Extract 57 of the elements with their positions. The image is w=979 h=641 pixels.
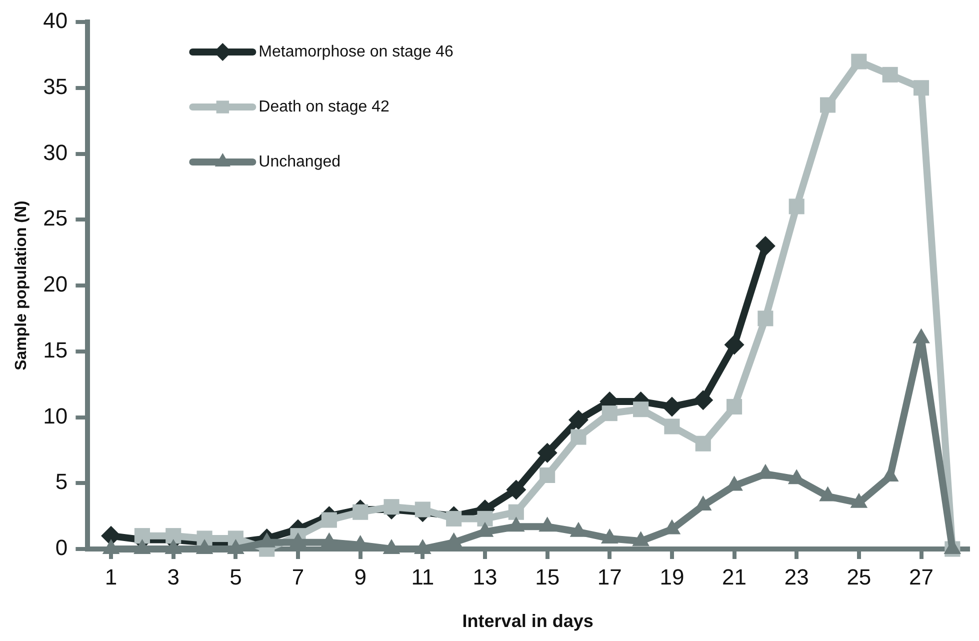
x-tick-label: 11 — [411, 564, 434, 590]
point — [166, 528, 182, 544]
point — [726, 398, 742, 414]
point — [414, 502, 430, 518]
point — [788, 198, 804, 214]
y-axis-title: Sample population (N) — [13, 200, 30, 370]
point — [134, 528, 150, 544]
point — [755, 236, 776, 256]
x-tick-label: 5 — [230, 564, 242, 590]
point — [758, 310, 774, 326]
point — [820, 97, 836, 113]
x-tick-label: 3 — [167, 564, 180, 590]
y-tick-label: 30 — [43, 140, 68, 165]
legend-label: Metamorphose on stage 46 — [258, 43, 454, 60]
point — [537, 442, 558, 463]
x-tick-label: 9 — [354, 564, 366, 590]
point — [506, 480, 526, 500]
y-tick-label: 35 — [43, 74, 68, 99]
x-tick-label: 23 — [784, 564, 809, 590]
x-tick-label: 13 — [472, 564, 498, 590]
y-tick-label: 15 — [43, 337, 68, 362]
point — [602, 406, 618, 422]
point — [570, 429, 586, 445]
point — [882, 66, 898, 82]
point — [508, 504, 524, 520]
point — [693, 390, 714, 410]
x-tick-label: 21 — [722, 564, 747, 590]
legend-label: Unchanged — [258, 153, 341, 170]
point — [352, 504, 368, 520]
legend-label: Death on stage 42 — [258, 98, 390, 116]
x-tick-label: 19 — [660, 564, 684, 590]
y-tick-label: 40 — [43, 8, 68, 34]
y-tick-label: 5 — [55, 469, 68, 494]
point — [664, 418, 680, 434]
point — [477, 510, 493, 526]
y-tick-label: 0 — [55, 535, 68, 560]
point — [633, 402, 649, 418]
x-tick-label: 15 — [535, 564, 560, 590]
y-tick-label: 10 — [43, 403, 68, 428]
x-tick-label: 17 — [597, 564, 622, 590]
point — [695, 436, 711, 452]
point — [321, 512, 337, 528]
y-tick-label: 25 — [43, 206, 68, 231]
point — [540, 467, 556, 483]
point — [384, 499, 400, 515]
x-tick-label: 1 — [104, 564, 118, 590]
point — [851, 54, 867, 70]
point — [446, 510, 462, 526]
x-tick-label: 7 — [292, 564, 304, 590]
x-tick-label: 27 — [909, 564, 934, 590]
point — [724, 334, 744, 355]
point — [913, 80, 930, 96]
point — [568, 410, 588, 430]
y-tick-label: 20 — [43, 272, 68, 297]
x-tick-label: 25 — [846, 564, 872, 590]
point — [662, 396, 682, 417]
x-axis-title: Interval in days — [462, 611, 594, 632]
